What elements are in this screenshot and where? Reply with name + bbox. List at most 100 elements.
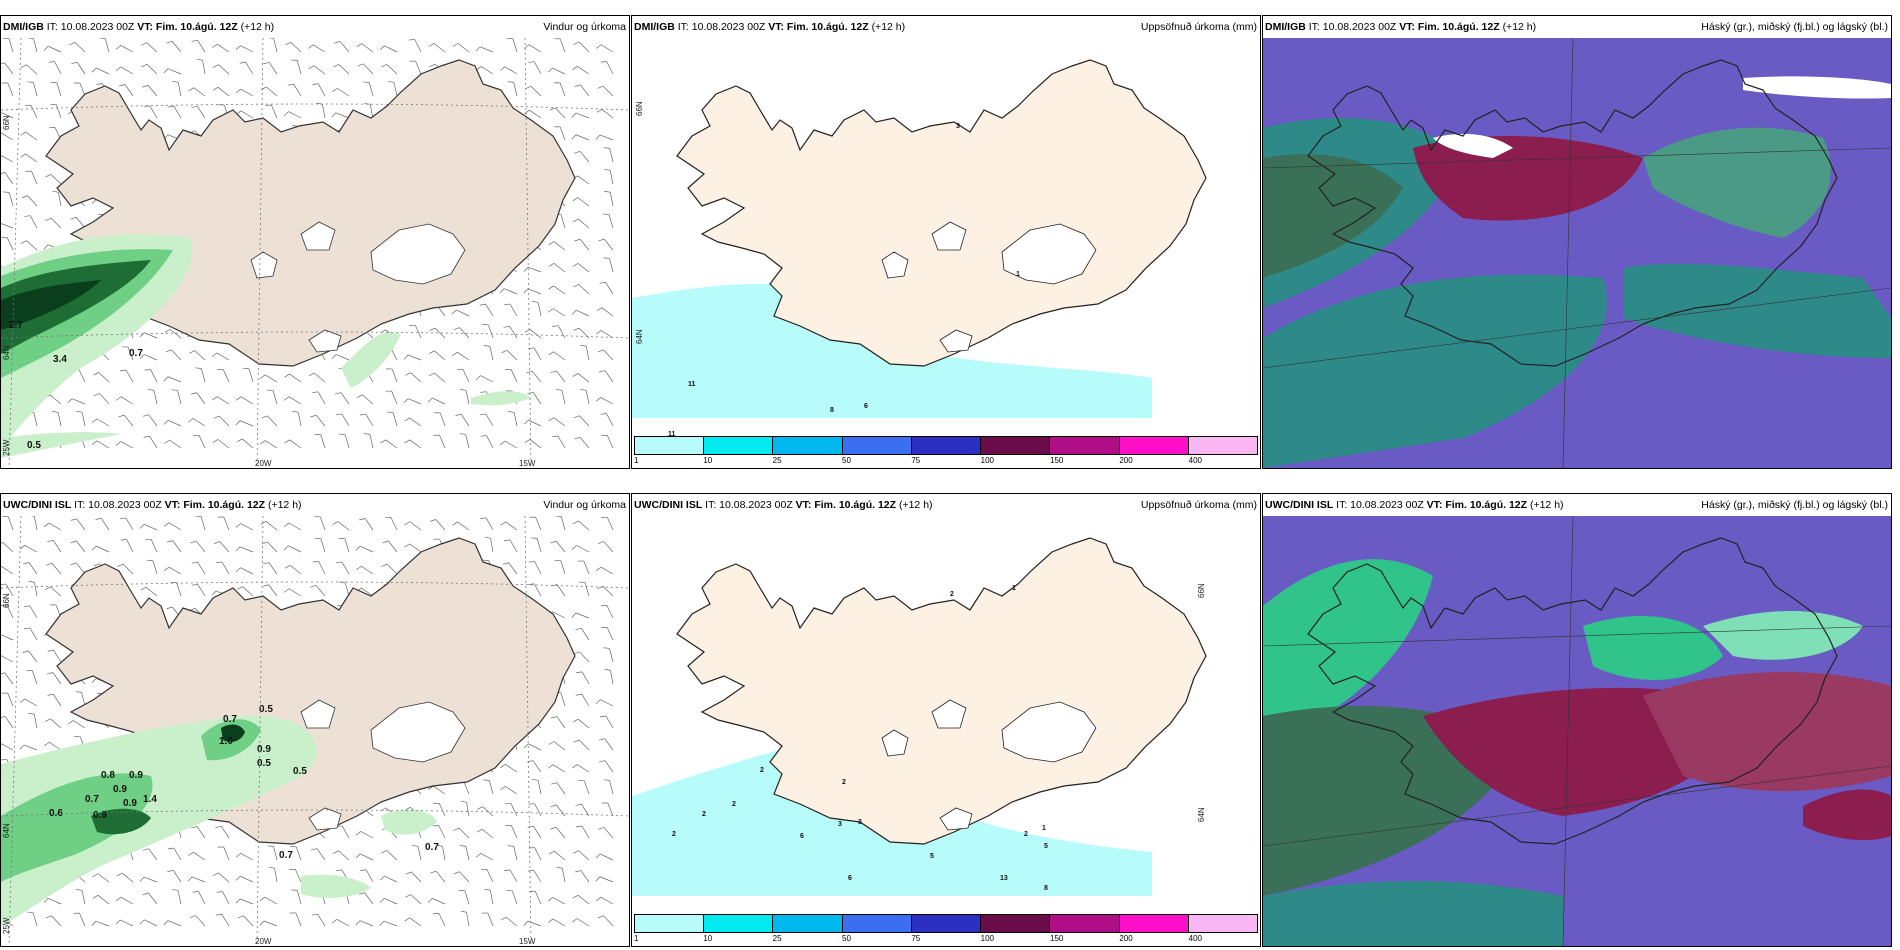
colorbar-tick: 200	[1119, 456, 1133, 465]
iceland-landmass	[676, 59, 1207, 367]
precip-value-label: 1	[1012, 585, 1016, 592]
colorbar-tick: 400	[1188, 934, 1203, 943]
colorbar-tick: 10	[703, 456, 713, 465]
colorbar-swatch	[1050, 915, 1120, 932]
model-source: UWC/DINI ISL	[3, 499, 72, 511]
lead-time: (+12 h)	[871, 21, 906, 33]
map-area: 2.7 3.4 0.7 0.5 66N 64N 25W 20W 15W	[1, 38, 629, 468]
wind-value-label: 0.9	[257, 744, 271, 755]
precip-value-label: 3	[838, 821, 842, 828]
lon-label-20w: 20W	[255, 459, 272, 468]
wind-value-label: 0.5	[259, 704, 273, 715]
precip-value-label: 2	[760, 767, 764, 774]
colorbar-tick: 10	[703, 934, 713, 943]
glacier	[931, 221, 967, 251]
colorbar-swatch	[842, 437, 912, 454]
colorbar-swatch	[1050, 437, 1120, 454]
glacier	[300, 221, 336, 251]
wind-precip-panel-uwc: UWC/DINI ISL IT: 10.08.2023 00Z VT: Fim.…	[0, 493, 630, 947]
wind-value-label: 0.5	[27, 440, 41, 451]
panel-title: Vindur og úrkoma	[543, 499, 626, 511]
colorbar-swatch	[911, 437, 982, 454]
wind-value-label: 0.9	[113, 784, 127, 795]
model-source: UWC/DINI ISL	[634, 499, 703, 511]
lat-label-66n: 66N	[2, 593, 11, 608]
colorbar-tick: 150	[1050, 456, 1064, 465]
precip-value-label: 2	[672, 831, 676, 838]
init-time: IT: 10.08.2023 00Z	[705, 499, 793, 511]
accumulated-precip-panel-uwc: UWC/DINI ISL IT: 10.08.2023 00Z VT: Fim.…	[631, 493, 1261, 947]
colorbar-tick: 25	[772, 456, 782, 465]
wind-value-label: 0.8	[101, 770, 115, 781]
precip-value-label: 11	[688, 381, 696, 388]
lon-label-20w: 20W	[255, 937, 272, 946]
valid-time: VT: Fim. 10.ágú. 12Z	[1426, 499, 1528, 511]
init-time: IT: 10.08.2023 00Z	[1308, 21, 1397, 33]
panel-meta: UWC/DINI ISL IT: 10.08.2023 00Z VT: Fim.…	[634, 494, 933, 516]
lat-label-64n: 64N	[2, 345, 11, 360]
glacier	[1001, 701, 1097, 763]
colorbar-tick: 100	[980, 934, 995, 943]
colorbar-tick: 75	[911, 934, 921, 943]
lon-label-25w: 25W	[2, 439, 11, 456]
colorbar-tick: 75	[911, 456, 921, 465]
cloud-layers	[1263, 559, 1891, 946]
wind-value-label: 0.5	[257, 758, 271, 769]
glacier	[881, 729, 909, 757]
wind-value-label: 0.5	[293, 766, 307, 777]
panel-header: UWC/DINI ISL IT: 10.08.2023 00Z VT: Fim.…	[632, 494, 1260, 516]
panel-meta: UWC/DINI ISL IT: 10.08.2023 00Z VT: Fim.…	[1265, 494, 1564, 516]
lon-label-15w: 15W	[519, 459, 536, 468]
precip-colorbar: 1 10 25 50 75 100 150 200 400	[634, 436, 1258, 466]
lat-label-66n: 66N	[1197, 583, 1206, 598]
lat-label-64n: 64N	[2, 823, 11, 838]
precip-value-label: 6	[800, 833, 804, 840]
colorbar-swatch	[1188, 915, 1257, 932]
projection-grid	[1263, 516, 1891, 946]
panel-meta: DMI/IGB IT: 10.08.2023 00Z VT: Fim. 10.á…	[634, 16, 905, 38]
colorbar-tick: 25	[772, 934, 782, 943]
colorbar-tick: 1	[634, 934, 639, 943]
precip-value-label: 8	[830, 407, 834, 414]
wind-value-label: 0.7	[85, 794, 99, 805]
precip-value-label: 2	[702, 811, 706, 818]
projection-grid	[1263, 38, 1891, 468]
colorbar-swatch	[842, 915, 912, 932]
lat-label-64n: 64N	[1197, 807, 1206, 822]
wind-value-label: 0.9	[129, 770, 143, 781]
precip-value-label: 2	[1024, 831, 1028, 838]
iceland-landmass	[676, 537, 1207, 845]
colorbar-swatch	[773, 915, 843, 932]
map-area: 0.7 0.5 1.0 0.9 0.5 0.5 0.8 0.9 0.9 0.9 0.7 1.4 0.9 0…	[1, 516, 629, 946]
colorbar-tick: 100	[980, 456, 995, 465]
precip-shading	[1, 715, 437, 926]
panel-header: DMI/IGB IT: 10.08.2023 00Z VT: Fim. 10.á…	[632, 16, 1260, 38]
lead-time: (+12 h)	[1529, 499, 1564, 511]
glacier	[250, 251, 278, 279]
precip-value-label: 3	[858, 819, 862, 826]
init-time: IT: 10.08.2023 00Z	[46, 21, 135, 33]
wind-value-label: 0.7	[223, 714, 237, 725]
wind-value-label: 0.7	[425, 842, 439, 853]
init-time: IT: 10.08.2023 00Z	[1336, 499, 1424, 511]
iceland-landmass	[1307, 59, 1838, 367]
panel-header: DMI/IGB IT: 10.08.2023 00Z VT: Fim. 10.á…	[1263, 16, 1891, 38]
lat-label-64n: 64N	[635, 329, 644, 344]
precip-value-label: 6	[848, 875, 852, 882]
precip-colorbar: 1 10 25 50 75 100 150 200 400	[634, 914, 1258, 944]
wind-value-label: 0.9	[93, 810, 107, 821]
cloud-layers	[1263, 76, 1891, 468]
cloud-cover-panel-dmi: DMI/IGB IT: 10.08.2023 00Z VT: Fim. 10.á…	[1262, 15, 1892, 469]
model-source: UWC/DINI ISL	[1265, 499, 1334, 511]
precip-value-label: 1	[1016, 271, 1020, 278]
map-area	[1263, 38, 1891, 468]
colorbar-swatch	[1188, 437, 1257, 454]
colorbar-swatch	[704, 437, 774, 454]
colorbar-swatch	[635, 915, 705, 932]
map-area	[1263, 516, 1891, 946]
precip-value-label: 6	[864, 403, 868, 410]
precip-value-label: 1	[1042, 825, 1046, 832]
init-time: IT: 10.08.2023 00Z	[677, 21, 766, 33]
init-time: IT: 10.08.2023 00Z	[74, 499, 162, 511]
cloud-cover-panel-uwc: UWC/DINI ISL IT: 10.08.2023 00Z VT: Fim.…	[1262, 493, 1892, 947]
